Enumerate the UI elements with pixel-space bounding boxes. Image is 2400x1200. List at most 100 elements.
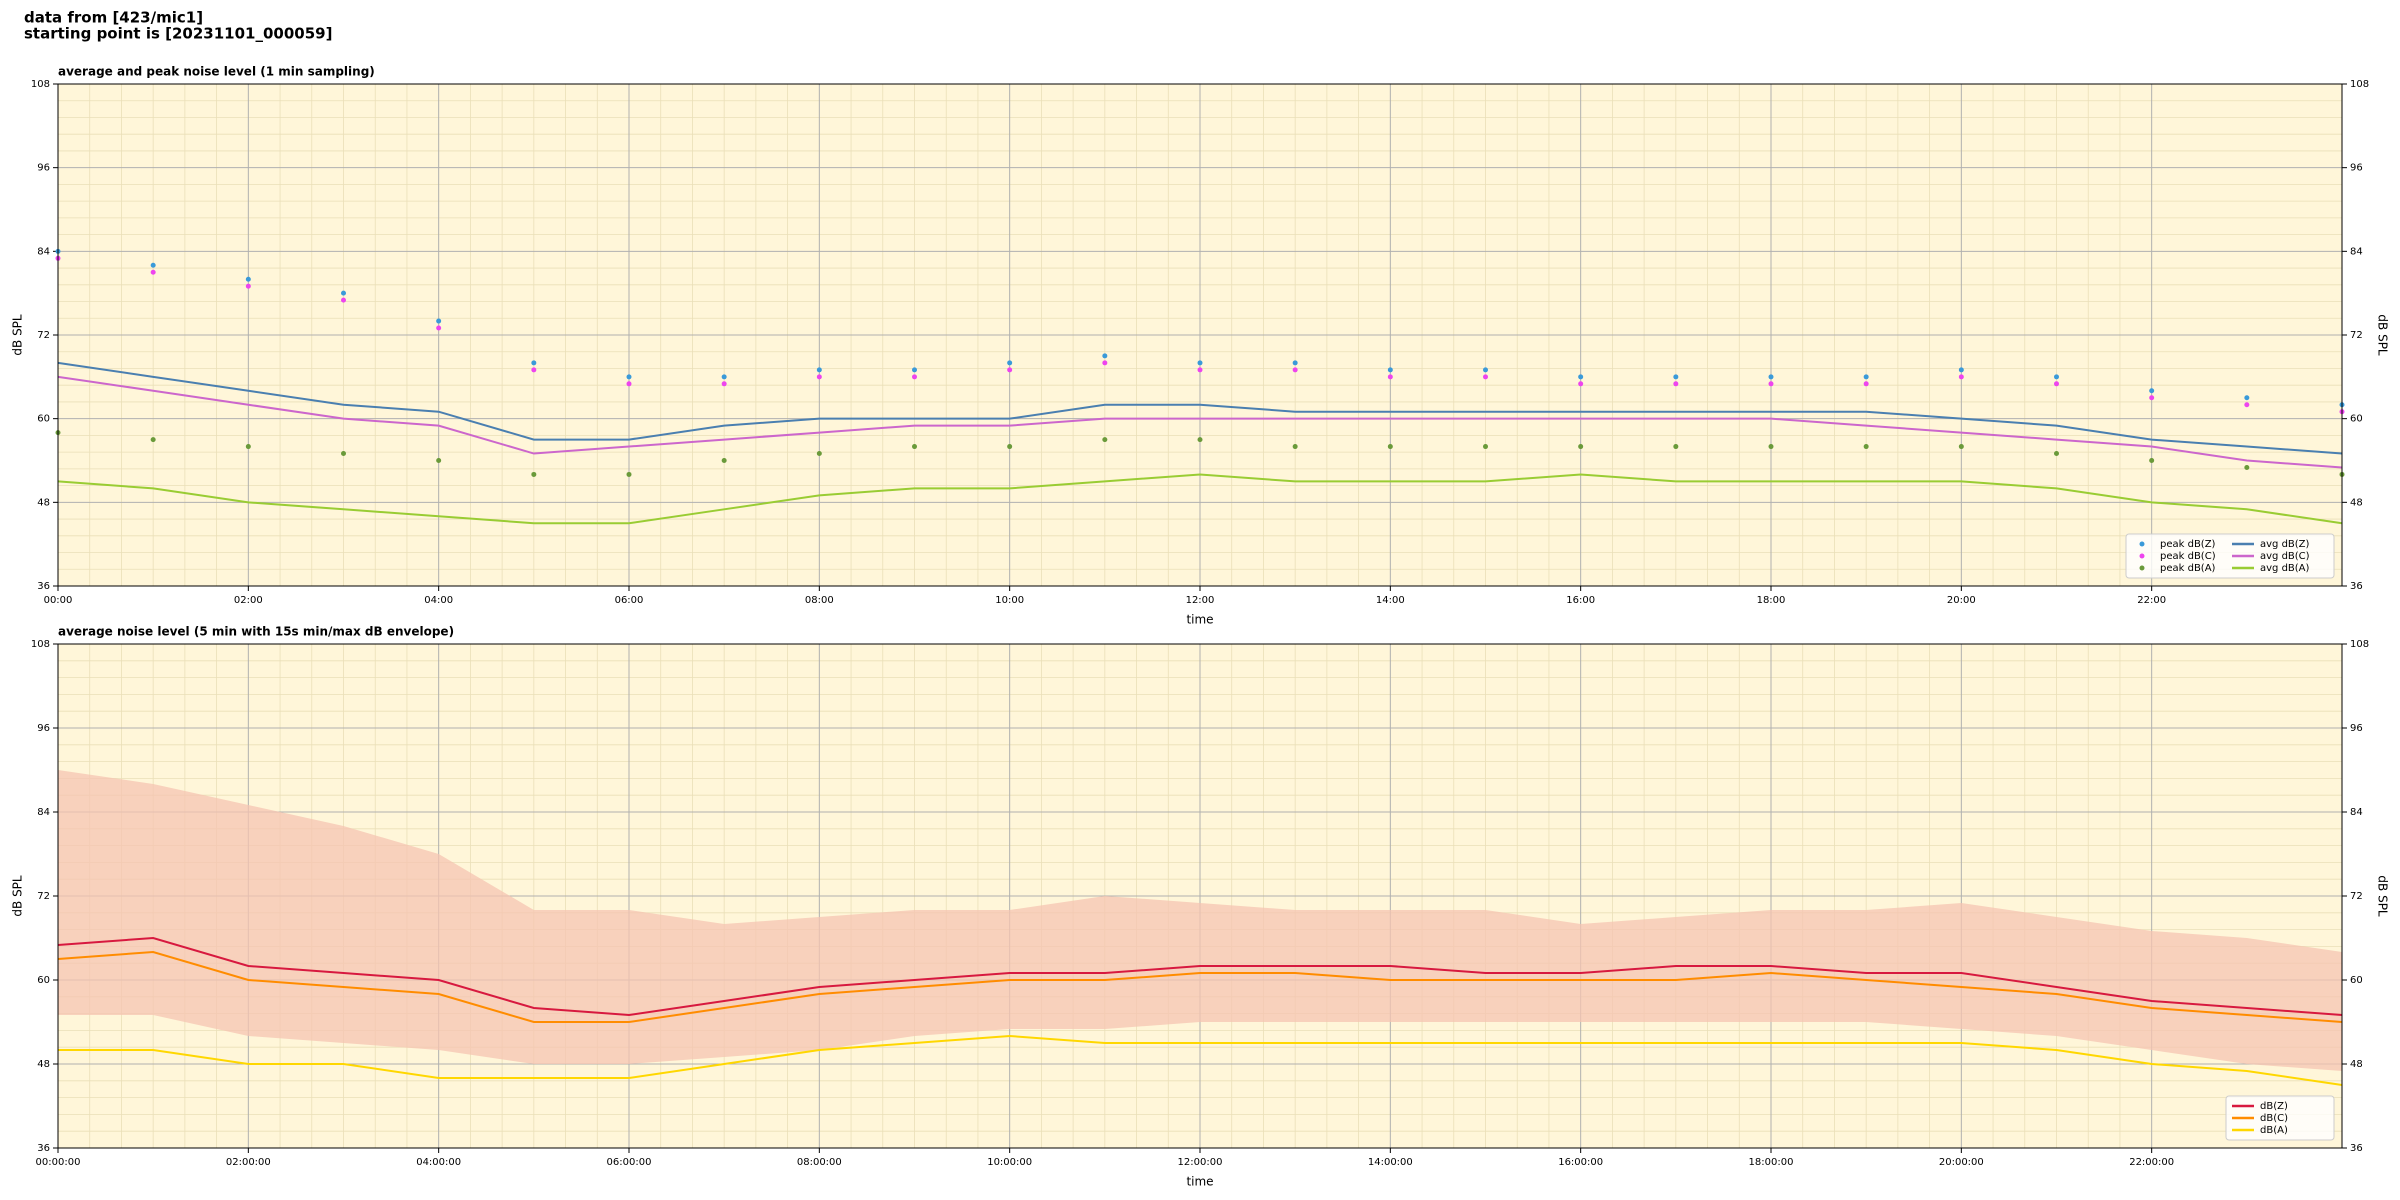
scatter-point	[721, 381, 727, 387]
y2-tick-label: 48	[2350, 1059, 2363, 1070]
legend-box	[2125, 533, 2335, 579]
scatter-point	[436, 325, 442, 331]
x-tick-label: 02:00	[234, 595, 263, 606]
scatter-point	[436, 318, 442, 324]
y-tick-label: 48	[37, 497, 50, 508]
scatter-point	[150, 269, 156, 275]
legend-label: dB(A)	[2260, 1125, 2288, 1136]
scatter-point	[1673, 374, 1679, 380]
scatter-point	[1958, 367, 1964, 373]
scatter-point	[2244, 464, 2250, 470]
series-line	[57, 936, 2343, 1017]
y-tick-label: 60	[37, 975, 50, 986]
scatter-point	[1197, 360, 1203, 366]
x-tick-label: 10:00	[995, 595, 1024, 606]
y-tick-label: 36	[37, 1143, 50, 1154]
scatter-point	[341, 451, 346, 457]
scatter-point	[1387, 374, 1393, 380]
y-tick-label: 84	[37, 807, 50, 818]
scatter-point	[1958, 444, 1964, 450]
legend-label: dB(C)	[2260, 1113, 2288, 1124]
scatter-point	[341, 297, 346, 303]
y2-tick-label: 84	[2350, 807, 2363, 818]
legend-label: dB(Z)	[2260, 1101, 2288, 1112]
scatter-point	[2244, 402, 2250, 408]
y-tick-label: 36	[37, 581, 50, 592]
x-tick-label: 20:00	[1947, 595, 1976, 606]
scatter-point	[816, 451, 822, 457]
y2-tick-label: 72	[2350, 330, 2363, 341]
y-tick-label: 60	[37, 414, 50, 425]
legend-label: peak dB(C)	[2160, 551, 2216, 562]
x-tick-label: 18:00:00	[1749, 1157, 1794, 1168]
x-tick-label: 16:00	[1566, 595, 1595, 606]
scatter-point	[1197, 367, 1203, 373]
scatter-point	[1483, 374, 1488, 380]
y2-axis-label: dB SPL	[2376, 314, 2390, 356]
series-line	[57, 375, 2343, 469]
scatter-point	[626, 381, 632, 387]
y-tick-label: 108	[31, 639, 50, 650]
scatter-point	[1387, 444, 1393, 450]
y-tick-label: 96	[37, 163, 50, 174]
scatter-point	[721, 374, 727, 380]
chart-title: average and peak noise level (1 min samp…	[58, 65, 375, 79]
x-tick-label: 02:00:00	[226, 1157, 271, 1168]
series-line	[57, 361, 2343, 455]
scatter-point	[1197, 437, 1203, 443]
scatter-point	[1863, 381, 1869, 387]
scatter-point	[816, 374, 822, 380]
scatter-point	[1483, 367, 1488, 373]
envelope-area	[58, 770, 2342, 1071]
y2-tick-label: 72	[2350, 891, 2363, 902]
y2-axis-label: dB SPL	[2376, 875, 2390, 917]
y2-tick-label: 84	[2350, 246, 2363, 257]
legend-label: avg dB(C)	[2260, 551, 2310, 562]
scatter-point	[1102, 360, 1108, 366]
y-tick-label: 96	[37, 723, 50, 734]
y-axis-label: dB SPL	[11, 875, 25, 917]
x-tick-label: 18:00	[1757, 595, 1786, 606]
series-line	[58, 1034, 2343, 1086]
scatter-point	[1292, 360, 1298, 366]
chart-title: average noise level (5 min with 15s min/…	[58, 625, 454, 639]
scatter-point	[2149, 395, 2155, 401]
scatter-point	[1768, 444, 1774, 450]
y2-tick-label: 36	[2350, 581, 2363, 592]
x-axis-label: time	[1186, 1175, 1213, 1189]
x-tick-label: 00:00:00	[36, 1157, 81, 1168]
x-tick-label: 22:00	[2137, 595, 2166, 606]
scatter-point	[2054, 381, 2059, 387]
scatter-point	[721, 458, 727, 463]
y-tick-label: 108	[31, 79, 50, 90]
y2-tick-label: 60	[2350, 414, 2363, 425]
scatter-point	[1578, 444, 1584, 450]
scatter-point	[912, 367, 917, 373]
plot-frame	[57, 643, 2343, 1149]
scatter-point	[531, 471, 537, 477]
y-axis-label: dB SPL	[11, 314, 25, 356]
scatter-point	[531, 360, 537, 366]
scatter-point	[150, 262, 156, 268]
x-tick-label: 22:00:00	[2129, 1157, 2174, 1168]
y-tick-label: 84	[37, 246, 50, 257]
series-line	[57, 950, 2343, 1023]
scatter-point	[1673, 444, 1679, 450]
legend-label: avg dB(A)	[2260, 563, 2310, 574]
y2-tick-label: 48	[2350, 497, 2363, 508]
scatter-point	[912, 374, 917, 380]
x-tick-label: 10:00:00	[987, 1157, 1032, 1168]
scatter-point	[816, 367, 822, 373]
scatter-point	[626, 471, 632, 477]
legend-label: peak dB(A)	[2160, 563, 2216, 574]
scatter-point	[1387, 367, 1393, 373]
scatter-point	[2054, 374, 2059, 380]
x-tick-label: 04:00	[424, 595, 453, 606]
scatter-point	[1578, 374, 1584, 380]
scatter-point	[1768, 381, 1774, 387]
scatter-point	[341, 290, 346, 296]
scatter-point	[1768, 374, 1774, 380]
scatter-point	[1292, 444, 1298, 450]
x-tick-label: 12:00	[1186, 595, 1215, 606]
